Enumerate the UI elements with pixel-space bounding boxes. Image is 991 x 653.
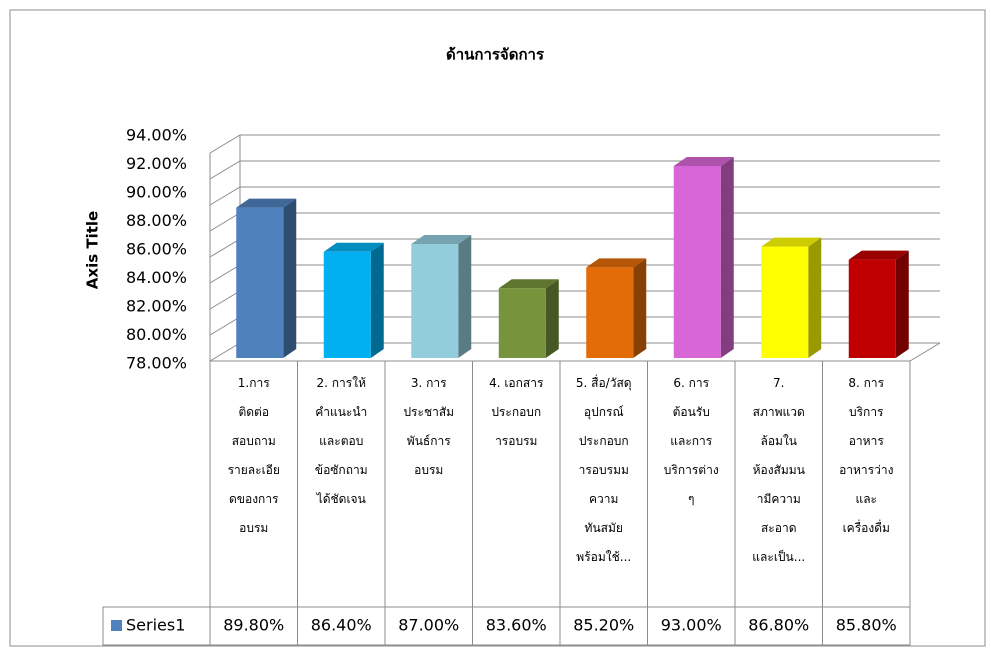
bar xyxy=(848,259,896,358)
bar xyxy=(498,288,546,358)
data-table-value: 83.60% xyxy=(486,616,547,635)
data-table-value: 93.00% xyxy=(661,616,722,635)
x-tick-label: 3. การประชาสัมพันธ์การอบรม xyxy=(403,376,454,477)
bar-side xyxy=(720,157,734,358)
bar xyxy=(586,267,634,358)
data-table-value: 85.80% xyxy=(836,616,897,635)
bar-side xyxy=(545,279,559,358)
legend-cell xyxy=(102,606,211,646)
bar-top xyxy=(236,198,297,208)
data-table-value: 86.80% xyxy=(748,616,809,635)
y-tick-label: 78.00% xyxy=(126,354,187,373)
bar xyxy=(411,244,459,358)
bar-side xyxy=(808,237,822,358)
x-tick-label: 6. การต้อนรับและการบริการต่างๆ xyxy=(664,376,719,506)
x-tick-label: 1.การติดต่อสอบถามรายละเอียดของการอบรม xyxy=(228,376,280,535)
y-tick-label: 84.00% xyxy=(126,268,187,287)
bar-side xyxy=(458,235,472,358)
bar-top xyxy=(411,235,472,244)
bar-top xyxy=(498,279,559,289)
bar-top xyxy=(848,250,909,260)
x-tick-label: 4. เอกสารประกอบการอบรม xyxy=(489,376,544,448)
bar-side xyxy=(895,250,909,358)
bar-side xyxy=(283,198,297,358)
data-table-value: 87.00% xyxy=(398,616,459,635)
bar xyxy=(673,166,721,358)
y-tick-label: 80.00% xyxy=(126,325,187,344)
data-table-value: 89.80% xyxy=(223,616,284,635)
x-tick-label: 8. การบริการอาหารอาหารว่างและเครื่องดื่ม xyxy=(839,376,893,535)
bar-side xyxy=(633,258,647,358)
y-axis-label: Axis Title xyxy=(84,211,102,289)
y-tick-label: 86.00% xyxy=(126,240,187,259)
bar xyxy=(761,246,809,358)
legend-swatch xyxy=(111,620,122,631)
y-tick-label: 94.00% xyxy=(126,126,187,145)
bar-side xyxy=(370,242,384,358)
y-tick-label: 90.00% xyxy=(126,183,187,202)
legend-label: Series1 xyxy=(126,616,185,635)
bar-top xyxy=(586,258,647,268)
y-tick-label: 88.00% xyxy=(126,211,187,230)
x-tick-label: 5. สื่อ/วัสดุอุปกรณ์ประกอบการอบรมมความทั… xyxy=(576,374,632,564)
y-tick-label: 92.00% xyxy=(126,154,187,173)
bar xyxy=(236,207,284,358)
data-table-value: 86.40% xyxy=(311,616,372,635)
bar-top xyxy=(673,157,734,166)
bar xyxy=(323,251,371,358)
bar-top xyxy=(761,237,822,247)
data-table-value: 85.20% xyxy=(573,616,634,635)
y-tick-label: 82.00% xyxy=(126,297,187,316)
x-tick-label: 2. การให้คำแนะนำและตอบข้อซักถามได้ชัดเจน xyxy=(315,376,368,506)
x-tick-label: 7.สภาพแวดล้อมในห้องสัมมนามีความสะอาดและเ… xyxy=(752,376,805,564)
chart-title: ด้านการจัดการ xyxy=(446,46,545,64)
bar-top xyxy=(323,242,384,252)
